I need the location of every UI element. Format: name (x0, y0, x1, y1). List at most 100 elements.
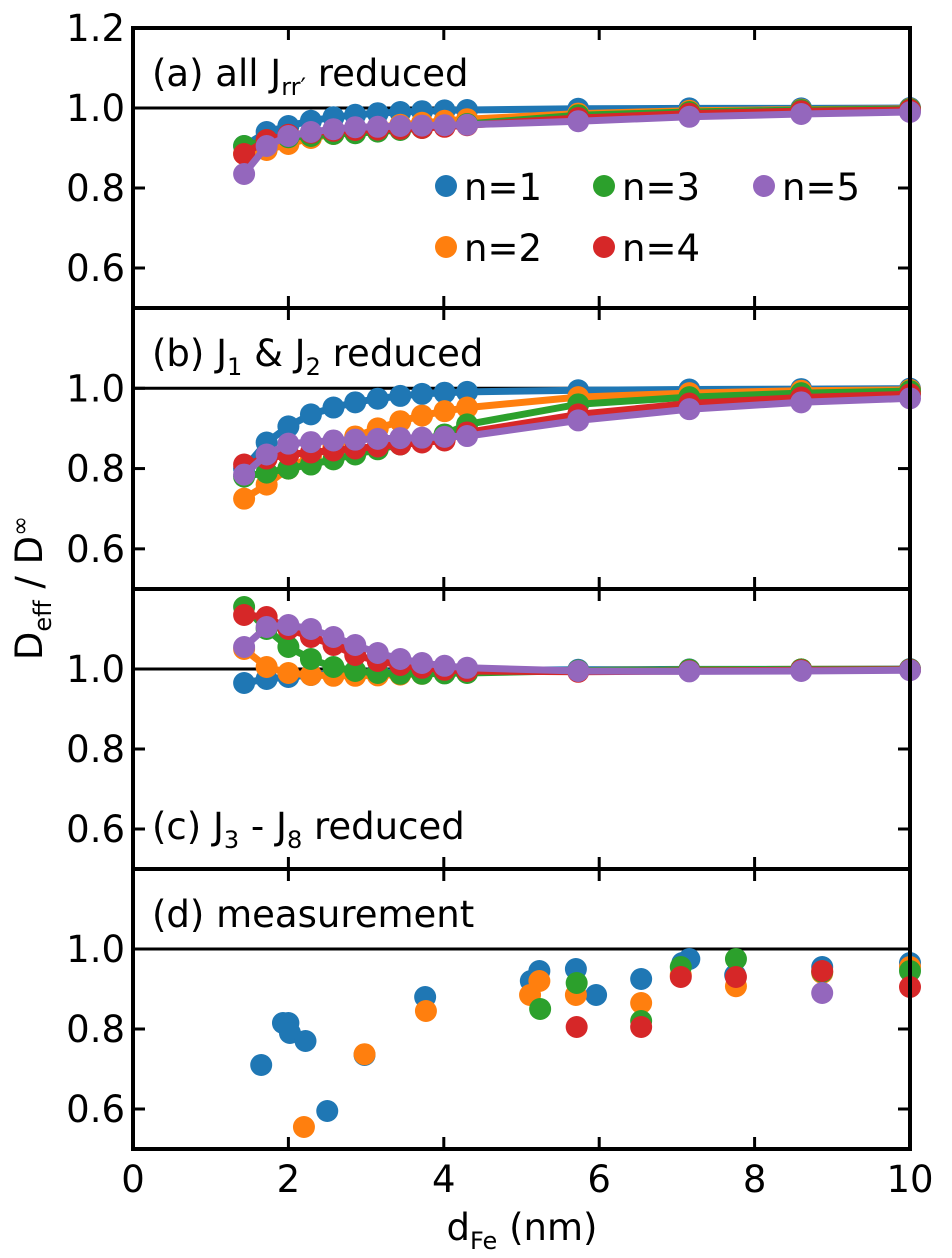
legend-marker (593, 175, 615, 197)
data-point (233, 487, 256, 510)
data-point (456, 113, 479, 136)
data-point (529, 998, 552, 1020)
legend-entry: n=3 (622, 166, 700, 209)
data-point (433, 114, 456, 137)
y-tick-label: 0.6 (66, 528, 125, 571)
y-tick-label: 0.8 (66, 1008, 125, 1051)
panel-b: 0.6 0.8 1.0 (b) J1 & J2 reduced (66, 306, 921, 591)
data-point (811, 960, 834, 982)
legend-marker (435, 236, 457, 258)
data-point (255, 656, 278, 678)
data-point (678, 105, 701, 128)
data-point (299, 121, 322, 143)
data-point (630, 1016, 653, 1038)
data-point (630, 992, 653, 1014)
data-point (277, 662, 300, 684)
y-tick-label: 0.8 (66, 728, 125, 771)
y-tick-label: 0.8 (66, 448, 125, 491)
panels: 0.60.81.01.2(a) all Jrr′ reducedn=1n=2n=… (66, 7, 921, 1151)
data-point (414, 1000, 437, 1022)
data-point (233, 163, 256, 185)
data-point (316, 1100, 339, 1122)
data-point (389, 648, 412, 670)
data-point (389, 115, 412, 137)
data-point (433, 381, 456, 404)
data-point (567, 409, 590, 432)
data-point (255, 135, 278, 157)
data-point (344, 660, 367, 682)
y-tick-label: 1.0 (66, 87, 125, 130)
data-point (811, 982, 834, 1004)
data-point (344, 428, 367, 451)
y-tick-label: 0.6 (66, 1088, 125, 1131)
legend-marker (593, 236, 615, 258)
series-n=5 (233, 387, 921, 486)
data-point (322, 396, 345, 419)
data-point (277, 125, 300, 147)
data-point (389, 410, 412, 433)
data-point (790, 660, 813, 682)
data-point (344, 634, 367, 656)
data-point (567, 110, 590, 133)
legend-marker (753, 175, 775, 197)
legend: n=1 n=2 n=3 n=4 n=5 (435, 166, 860, 270)
panel-label: (b) J1 & J2 reduced (152, 332, 483, 381)
data-point (292, 1116, 315, 1138)
data-point (790, 391, 813, 414)
data-point (322, 656, 345, 678)
data-point (255, 616, 278, 638)
data-point (411, 404, 434, 427)
data-point (433, 425, 456, 448)
x-tick-label: 2 (277, 1158, 301, 1201)
series-n=4 (565, 960, 921, 1038)
panel-d: 0.6 0.8 1.0 (d) measurement (66, 867, 921, 1151)
data-point (678, 660, 701, 683)
data-point (277, 415, 300, 438)
data-point (299, 618, 322, 640)
data-point (724, 948, 747, 970)
data-point (299, 431, 322, 454)
y-tick-label: 1.0 (66, 928, 125, 971)
series-n=5 (233, 614, 921, 683)
panel-a: 0.60.81.01.2(a) all Jrr′ reducedn=1n=2n=… (66, 7, 921, 310)
data-point (353, 1043, 376, 1066)
data-point (565, 1016, 588, 1038)
data-point (456, 656, 479, 679)
data-point (389, 427, 412, 450)
data-point (669, 966, 692, 988)
data-point (277, 432, 300, 455)
data-point (366, 427, 389, 450)
x-tick-label: 8 (743, 1158, 767, 1201)
legend-entry: n=2 (464, 227, 542, 270)
data-point (567, 660, 590, 682)
y-tick-label: 0.6 (66, 247, 125, 290)
legend-entry: n=1 (464, 166, 542, 209)
data-point (411, 426, 434, 449)
data-point (456, 396, 479, 419)
data-point (299, 664, 322, 686)
data-point (294, 1030, 317, 1052)
data-point (233, 672, 256, 694)
data-point (630, 968, 653, 990)
data-point (790, 103, 813, 125)
data-point (322, 626, 345, 648)
data-point (277, 614, 300, 636)
data-point (366, 115, 389, 138)
data-point (255, 443, 278, 466)
data-point (585, 984, 608, 1006)
legend-entry: n=5 (782, 166, 860, 209)
data-point (433, 654, 456, 677)
data-point (528, 970, 551, 992)
panel-c: 0.6 0.8 1.0 (c) J3 - J8 reduced (66, 587, 921, 871)
data-point (322, 429, 345, 452)
x-tick-label: 0 (121, 1158, 145, 1201)
x-tick-label: 10 (886, 1158, 933, 1201)
data-point (366, 387, 389, 410)
panel-label: (c) J3 - J8 reduced (152, 805, 465, 854)
data-point (389, 384, 412, 407)
data-point (366, 642, 389, 664)
series-n=5 (811, 982, 834, 1004)
series-n=5 (233, 101, 921, 185)
y-tick-label: 0.6 (66, 808, 125, 851)
